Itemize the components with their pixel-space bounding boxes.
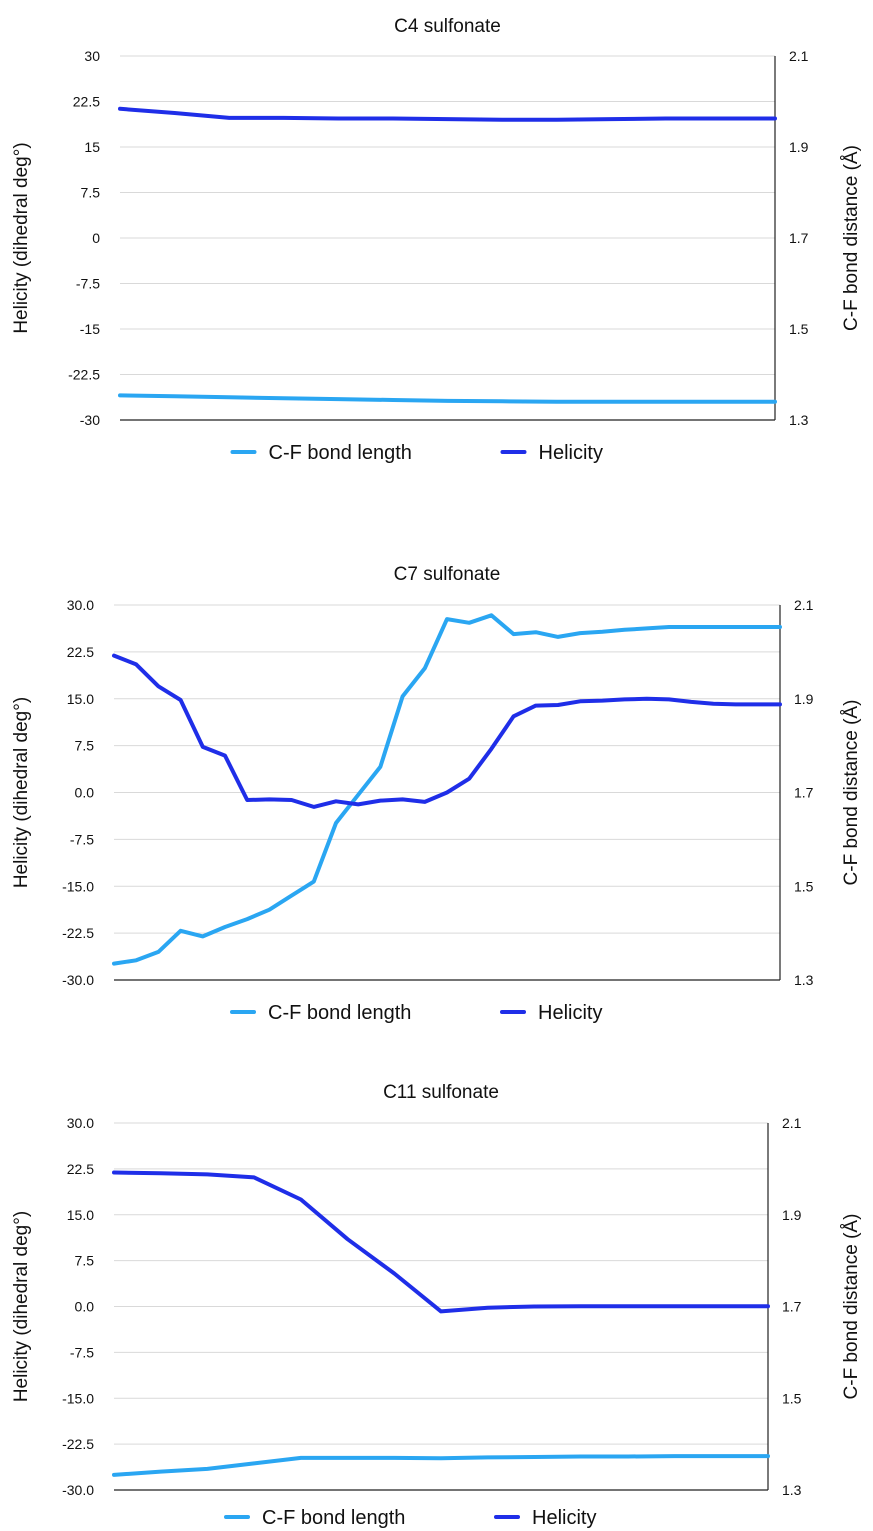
y2-tick-label: 1.9 <box>789 139 809 155</box>
y-tick-label: 0.0 <box>75 1299 95 1315</box>
y-tick-label: 22.5 <box>73 94 100 110</box>
y-tick-label: 0.0 <box>75 785 95 801</box>
y-tick-label: 22.5 <box>67 1161 94 1177</box>
chart-c7-svg: C7 sulfonate 30.0 22.5 15.0 7.5 0.0 -7.5 -15.0 -… <box>11 564 862 1024</box>
y2-tick-label: 1.5 <box>789 321 809 337</box>
y-tick-label: 22.5 <box>67 644 94 660</box>
y2-tick-label: 1.9 <box>782 1207 802 1223</box>
series-line-c-f-bond-length <box>112 613 782 966</box>
legend-label: Helicity <box>538 1002 602 1024</box>
y2-tick-label: 1.5 <box>782 1390 802 1406</box>
y2-tick-label: 1.3 <box>794 972 814 988</box>
y2-axis-label: C-F bond distance (Å) <box>841 1214 862 1400</box>
y-tick-label: -7.5 <box>76 276 100 292</box>
legend-label: Helicity <box>539 442 603 464</box>
chart-c4-sulfonate: C4 sulfonate 30 22.5 15 7.5 0 -7.5 -15 -22.5 -30 2… <box>0 0 873 490</box>
legend-label: C-F bond length <box>268 1002 411 1024</box>
chart-c4-svg: C4 sulfonate 30 22.5 15 7.5 0 -7.5 -15 -22.5 -30 2… <box>11 16 862 464</box>
y-tick-label: 15.0 <box>67 1207 94 1223</box>
chart-title: C11 sulfonate <box>383 1082 499 1103</box>
chart-c7-sulfonate: C7 sulfonate 30.0 22.5 15.0 7.5 0.0 -7.5 -15.0 -… <box>0 550 873 1050</box>
y2-tick-label: 1.7 <box>782 1299 802 1315</box>
y-tick-label: -30.0 <box>62 1482 94 1498</box>
y-tick-label: -22.5 <box>62 925 94 941</box>
series-line-helicity <box>118 106 777 122</box>
chart-c11-sulfonate: C11 sulfonate 30.0 22.5 15.0 7.5 0.0 -7.5 -15.0… <box>0 1070 873 1531</box>
y-axis-label: Helicity (dihedral deg°) <box>11 142 32 333</box>
y-axis-label: Helicity (dihedral deg°) <box>11 1211 32 1402</box>
series-line-c-f-bond-length <box>112 1454 770 1477</box>
chart-title: C7 sulfonate <box>394 564 501 585</box>
y-tick-label: -15.0 <box>62 1390 94 1406</box>
legend-label: Helicity <box>532 1507 596 1529</box>
y-tick-label: 7.5 <box>75 1253 95 1269</box>
y2-tick-label: 1.7 <box>794 785 814 801</box>
y-tick-label: -22.5 <box>62 1436 94 1452</box>
y-tick-label: 15.0 <box>67 691 94 707</box>
y2-axis-label: C-F bond distance (Å) <box>841 700 862 886</box>
y2-tick-label: 1.3 <box>789 412 809 428</box>
legend-label: C-F bond length <box>269 442 412 464</box>
y-tick-label: 15 <box>84 139 100 155</box>
y2-tick-label: 2.1 <box>782 1115 802 1131</box>
chart-c11-svg: C11 sulfonate 30.0 22.5 15.0 7.5 0.0 -7.5 -15.0… <box>11 1082 862 1529</box>
y-tick-label: 7.5 <box>81 185 101 201</box>
chart-title: C4 sulfonate <box>394 16 501 37</box>
y-tick-label: 7.5 <box>75 738 95 754</box>
y-tick-label: -7.5 <box>70 1344 94 1360</box>
y-tick-label: -7.5 <box>70 831 94 847</box>
y-axis-label: Helicity (dihedral deg°) <box>11 697 32 888</box>
y-tick-label: 0 <box>92 230 100 246</box>
y-tick-label: 30.0 <box>67 1115 94 1131</box>
y2-tick-label: 1.3 <box>782 1482 802 1498</box>
y2-tick-label: 1.7 <box>789 230 809 246</box>
y-tick-label: 30.0 <box>67 597 94 613</box>
y-tick-label: 30 <box>84 48 100 64</box>
y-tick-label: -15.0 <box>62 878 94 894</box>
y-tick-label: -15 <box>80 321 100 337</box>
y-tick-label: -22.5 <box>68 367 100 383</box>
series-line-c-f-bond-length <box>118 393 777 404</box>
series-line-helicity <box>112 1170 770 1314</box>
y-tick-label: -30.0 <box>62 972 94 988</box>
y2-tick-label: 1.5 <box>794 878 814 894</box>
y2-axis-label: C-F bond distance (Å) <box>841 145 862 331</box>
legend-label: C-F bond length <box>262 1507 405 1529</box>
y2-tick-label: 1.9 <box>794 691 814 707</box>
y-tick-label: -30 <box>80 412 100 428</box>
series-line-helicity <box>112 653 782 809</box>
y2-tick-label: 2.1 <box>789 48 809 64</box>
y2-tick-label: 2.1 <box>794 597 814 613</box>
